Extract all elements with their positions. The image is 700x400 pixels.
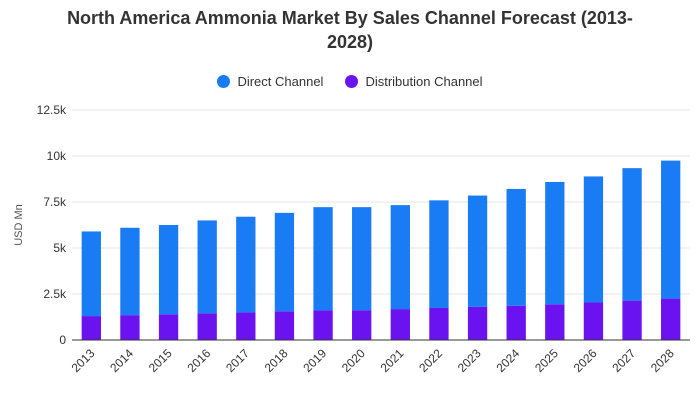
bar-direct-2023[interactable]	[467, 195, 488, 307]
bar-direct-2025[interactable]	[545, 181, 565, 305]
x-tick-label: 2020	[339, 346, 368, 375]
bar-direct-2013[interactable]	[81, 231, 101, 317]
bar-direct-2014[interactable]	[120, 227, 140, 316]
y-axis-ticks: 0 2.5k 5k 7.5k 10k 12.5k	[37, 103, 67, 347]
bar-direct-2019[interactable]	[313, 207, 333, 311]
bar-distribution-2017[interactable]	[236, 312, 256, 340]
bar-direct-2028[interactable]	[661, 160, 681, 299]
chart-title-line-1: North America Ammonia Market By Sales Ch…	[67, 8, 633, 28]
bar-distribution-2013[interactable]	[81, 316, 101, 340]
x-tick-label: 2018	[262, 346, 291, 375]
bar-distribution-2021[interactable]	[390, 309, 410, 340]
legend-item-direct-channel[interactable]: Direct Channel	[217, 74, 323, 89]
x-tick-label: 2023	[455, 346, 484, 375]
bars	[81, 160, 681, 340]
bar-direct-2027[interactable]	[622, 168, 642, 301]
x-axis-ticks: 2013 2014 2015 2016 2017 2018 2019 2020 2021 2022…	[69, 346, 677, 375]
y-tick-label: 12.5k	[37, 103, 67, 117]
bar-distribution-2028[interactable]	[661, 298, 681, 340]
bar-distribution-2019[interactable]	[313, 310, 333, 340]
legend-label-direct: Direct Channel	[237, 74, 324, 89]
x-tick-label: 2028	[648, 346, 677, 375]
bar-distribution-2023[interactable]	[467, 306, 488, 340]
bar-direct-2016[interactable]	[197, 220, 217, 314]
x-tick-label: 2021	[378, 346, 407, 375]
bar-distribution-2016[interactable]	[197, 313, 217, 340]
x-tick-label: 2017	[223, 346, 252, 375]
bar-distribution-2015[interactable]	[158, 314, 179, 340]
bar-distribution-2022[interactable]	[429, 307, 449, 340]
x-tick-label: 2027	[609, 346, 638, 375]
chart-legend: Direct Channel Distribution Channel	[0, 74, 700, 89]
bar-direct-2015[interactable]	[158, 225, 179, 315]
x-tick-label: 2025	[532, 346, 561, 375]
bar-direct-2026[interactable]	[583, 176, 604, 303]
y-tick-label: 2.5k	[43, 287, 67, 301]
x-tick-label: 2024	[494, 346, 523, 375]
chart-title: North America Ammonia Market By Sales Ch…	[0, 6, 700, 54]
bar-distribution-2020[interactable]	[352, 310, 372, 340]
bar-direct-2017[interactable]	[236, 216, 256, 313]
x-tick-label: 2013	[69, 346, 98, 375]
x-tick-label: 2014	[107, 346, 136, 375]
y-tick-label: 7.5k	[43, 195, 67, 209]
bar-direct-2020[interactable]	[352, 207, 372, 311]
bar-distribution-2027[interactable]	[622, 300, 642, 340]
bar-direct-2018[interactable]	[274, 212, 295, 312]
bar-distribution-2025[interactable]	[545, 304, 565, 340]
bar-direct-2024[interactable]	[506, 188, 526, 306]
x-tick-label: 2022	[416, 346, 445, 375]
x-tick-label: 2019	[300, 346, 329, 375]
legend-swatch-direct	[217, 75, 231, 88]
bar-distribution-2024[interactable]	[506, 305, 526, 340]
y-tick-label: 0	[59, 333, 66, 347]
y-axis-title: USD Mn	[13, 204, 25, 246]
legend-item-distribution-channel[interactable]: Distribution Channel	[345, 74, 483, 89]
x-tick-label: 2015	[146, 346, 175, 375]
y-tick-label: 5k	[53, 241, 67, 255]
x-tick-label: 2026	[571, 346, 600, 375]
bar-direct-2021[interactable]	[390, 205, 410, 310]
bar-distribution-2026[interactable]	[583, 302, 604, 340]
bar-distribution-2018[interactable]	[274, 311, 295, 340]
legend-swatch-distribution	[345, 75, 359, 88]
x-tick-label: 2016	[185, 346, 214, 375]
legend-label-distribution: Distribution Channel	[365, 74, 483, 89]
chart-title-line-2: 2028)	[326, 32, 374, 52]
y-tick-label: 10k	[47, 149, 67, 163]
bar-direct-2022[interactable]	[429, 200, 449, 308]
bar-distribution-2014[interactable]	[120, 315, 140, 340]
